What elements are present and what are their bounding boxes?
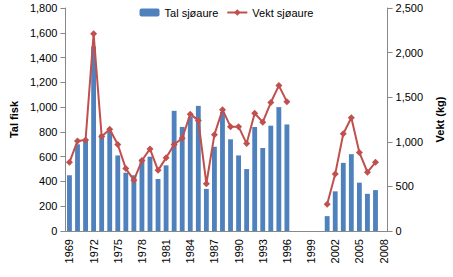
svg-text:1990: 1990 <box>233 239 245 263</box>
svg-text:2005: 2005 <box>353 239 365 263</box>
svg-text:Vekt sjøaure: Vekt sjøaure <box>252 7 313 19</box>
svg-text:400: 400 <box>39 175 57 187</box>
svg-text:1984: 1984 <box>184 239 196 263</box>
svg-text:1981: 1981 <box>160 239 172 263</box>
svg-text:1972: 1972 <box>88 239 100 263</box>
svg-text:1,800: 1,800 <box>30 2 58 14</box>
svg-text:1987: 1987 <box>208 239 220 263</box>
svg-text:0: 0 <box>51 225 57 237</box>
svg-text:1975: 1975 <box>112 239 124 263</box>
svg-text:1,500: 1,500 <box>396 91 424 103</box>
svg-text:800: 800 <box>39 126 57 138</box>
svg-text:1996: 1996 <box>281 239 293 263</box>
svg-text:0: 0 <box>396 225 402 237</box>
svg-text:1,200: 1,200 <box>30 76 58 88</box>
svg-text:Tal sjøaure: Tal sjøaure <box>165 7 219 19</box>
svg-text:1,000: 1,000 <box>30 101 58 113</box>
svg-text:1,600: 1,600 <box>30 27 58 39</box>
svg-text:1969: 1969 <box>63 239 75 263</box>
svg-text:1999: 1999 <box>305 239 317 263</box>
svg-text:Tal fisk: Tal fisk <box>8 100 20 138</box>
svg-text:1993: 1993 <box>257 239 269 263</box>
svg-text:2,000: 2,000 <box>396 47 424 59</box>
svg-text:2002: 2002 <box>329 239 341 263</box>
svg-text:1,000: 1,000 <box>396 136 424 148</box>
svg-text:Vekt (kg): Vekt (kg) <box>434 96 446 142</box>
svg-text:1,400: 1,400 <box>30 52 58 64</box>
svg-text:500: 500 <box>396 180 414 192</box>
svg-text:600: 600 <box>39 151 57 163</box>
svg-text:200: 200 <box>39 200 57 212</box>
svg-text:2,500: 2,500 <box>396 2 424 14</box>
svg-text:1978: 1978 <box>136 239 148 263</box>
svg-text:2008: 2008 <box>378 239 390 263</box>
